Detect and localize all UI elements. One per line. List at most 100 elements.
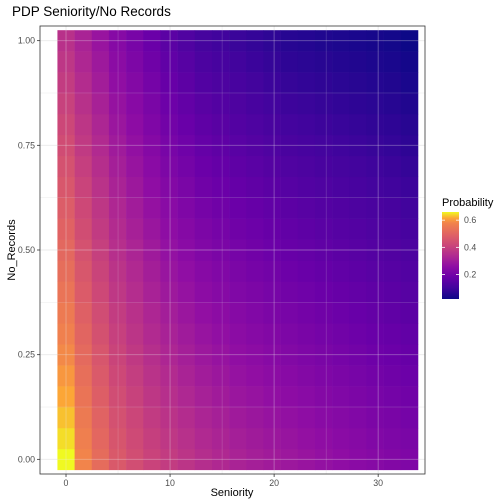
heatmap-cell xyxy=(143,197,161,219)
heatmap-cells xyxy=(57,30,419,471)
legend-tick-label: 0.6 xyxy=(464,215,476,225)
heatmap-cell xyxy=(229,197,247,219)
heatmap-cell xyxy=(332,365,350,387)
heatmap-cell xyxy=(126,176,144,198)
heatmap-cell xyxy=(57,302,75,324)
heatmap-cell xyxy=(332,51,350,73)
legend: Probability 0.2 0.4 0.6 xyxy=(442,197,494,299)
heatmap-cell xyxy=(263,176,281,198)
heatmap-cell xyxy=(263,281,281,303)
heatmap-cell xyxy=(194,218,213,240)
heatmap-cell xyxy=(263,30,281,52)
heatmap-cell xyxy=(57,51,75,73)
heatmap-cell xyxy=(246,51,264,73)
heatmap-cell xyxy=(349,407,367,429)
heatmap-cell xyxy=(57,448,75,471)
heatmap-cell xyxy=(332,448,350,471)
heatmap-cell xyxy=(366,51,384,73)
heatmap-cell xyxy=(108,427,127,450)
heatmap-cell xyxy=(211,218,230,240)
heatmap-cell xyxy=(297,260,316,282)
heatmap-cell xyxy=(143,344,161,366)
heatmap-cell xyxy=(366,113,384,136)
heatmap-cell xyxy=(246,176,264,198)
y-tick-label: 1.00 xyxy=(18,36,35,46)
heatmap-cell xyxy=(74,155,93,178)
heatmap-cell xyxy=(177,344,196,366)
heatmap-cell xyxy=(211,344,230,366)
heatmap-cell xyxy=(194,155,213,178)
heatmap-cell xyxy=(211,281,230,303)
heatmap-cell xyxy=(211,51,230,73)
heatmap-cell xyxy=(297,51,316,73)
heatmap-cell xyxy=(314,323,333,345)
heatmap-cell xyxy=(263,72,281,94)
heatmap-cell xyxy=(126,448,144,471)
heatmap-cell xyxy=(263,323,281,345)
heatmap-cell xyxy=(332,113,350,136)
heatmap-cell xyxy=(143,323,161,345)
heatmap-cell xyxy=(314,92,333,115)
heatmap-cell xyxy=(400,386,419,408)
heatmap-cell xyxy=(108,176,127,198)
x-tick-label: 10 xyxy=(165,478,175,488)
heatmap-cell xyxy=(143,427,161,450)
heatmap-cell xyxy=(280,407,299,429)
heatmap-cell xyxy=(314,72,333,94)
heatmap-cell xyxy=(126,344,144,366)
heatmap-cell xyxy=(246,72,264,94)
heatmap-cell xyxy=(74,239,93,261)
heatmap-cell xyxy=(383,51,402,73)
heatmap-cell xyxy=(280,30,299,52)
heatmap-cell xyxy=(126,51,144,73)
heatmap-cell xyxy=(160,72,178,94)
heatmap-cell xyxy=(91,427,110,450)
y-tick-label: 0.00 xyxy=(18,454,35,464)
heatmap-cell xyxy=(143,365,161,387)
heatmap-cell xyxy=(366,134,384,157)
heatmap-cell xyxy=(349,344,367,366)
heatmap-cell xyxy=(74,386,93,408)
heatmap-cell xyxy=(366,407,384,429)
heatmap-cell xyxy=(314,344,333,366)
heatmap-cell xyxy=(349,51,367,73)
heatmap-cell xyxy=(297,155,316,178)
heatmap-cell xyxy=(366,365,384,387)
heatmap-cell xyxy=(160,155,178,178)
heatmap-cell xyxy=(246,134,264,157)
heatmap-cell xyxy=(143,281,161,303)
heatmap-cell xyxy=(126,134,144,157)
heatmap-cell xyxy=(108,260,127,282)
heatmap-cell xyxy=(280,72,299,94)
heatmap-cell xyxy=(263,197,281,219)
heatmap-cell xyxy=(57,92,75,115)
heatmap-cell xyxy=(74,113,93,136)
heatmap-cell xyxy=(160,427,178,450)
heatmap-cell xyxy=(108,72,127,94)
heatmap-cell xyxy=(160,344,178,366)
heatmap-cell xyxy=(108,218,127,240)
heatmap-cell xyxy=(280,365,299,387)
heatmap-cell xyxy=(314,113,333,136)
heatmap-cell xyxy=(177,92,196,115)
heatmap-cell xyxy=(57,113,75,136)
heatmap-cell xyxy=(211,134,230,157)
chart-title: PDP Seniority/No Records xyxy=(12,4,171,19)
heatmap-cell xyxy=(108,365,127,387)
heatmap-cell xyxy=(280,197,299,219)
heatmap-cell xyxy=(57,407,75,429)
heatmap-cell xyxy=(349,323,367,345)
heatmap-cell xyxy=(177,155,196,178)
heatmap-cell xyxy=(57,72,75,94)
heatmap-cell xyxy=(400,176,419,198)
heatmap-cell xyxy=(263,239,281,261)
heatmap-cell xyxy=(349,92,367,115)
heatmap-cell xyxy=(91,386,110,408)
heatmap-cell xyxy=(229,239,247,261)
heatmap-cell xyxy=(91,344,110,366)
heatmap-cell xyxy=(126,197,144,219)
heatmap-cell xyxy=(57,281,75,303)
heatmap-cell xyxy=(332,323,350,345)
heatmap-cell xyxy=(91,239,110,261)
heatmap-cell xyxy=(229,365,247,387)
